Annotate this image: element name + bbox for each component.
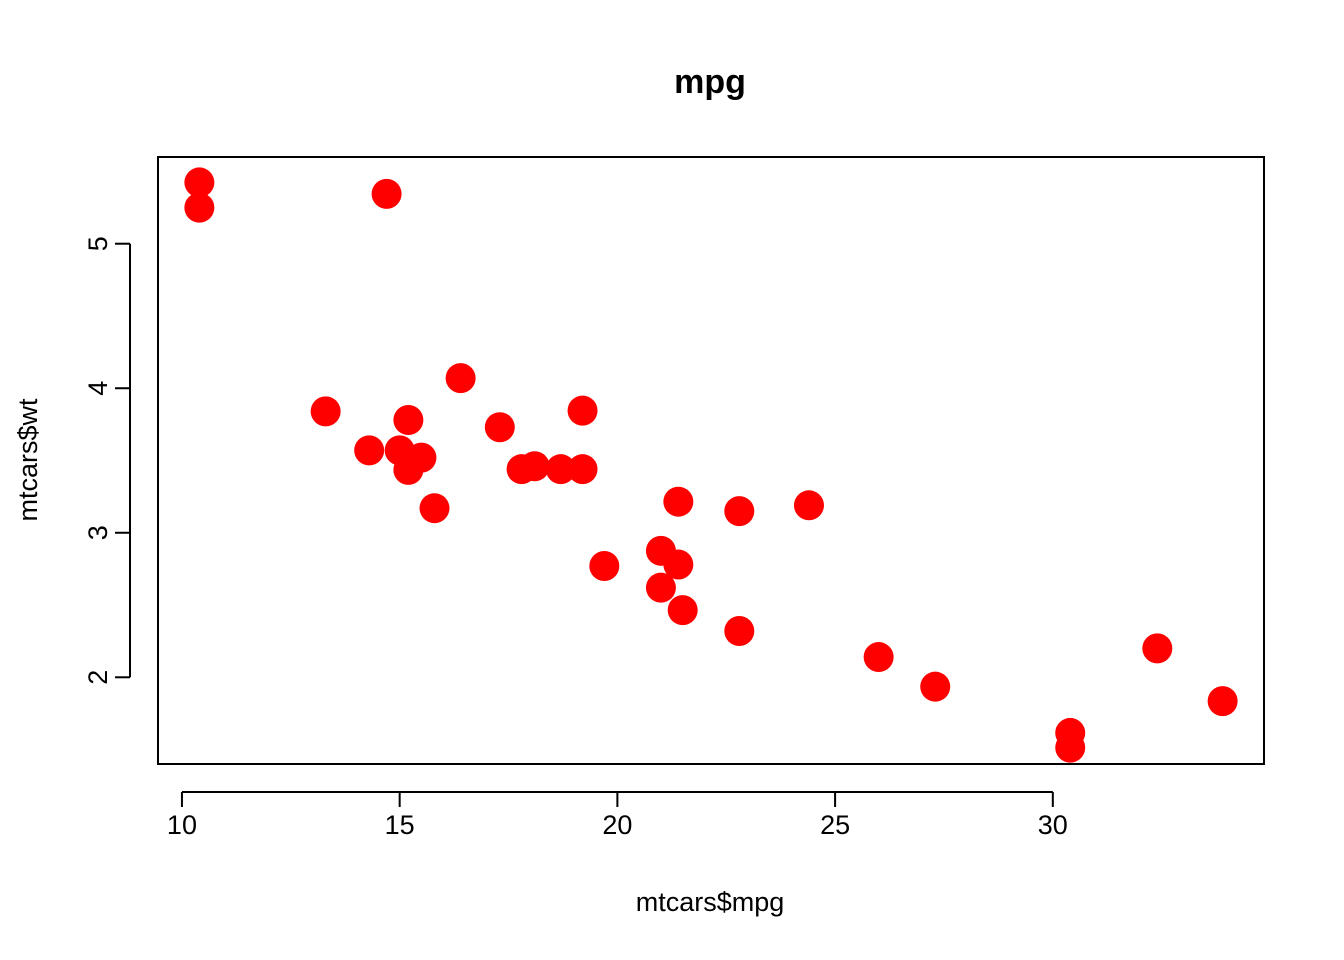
x-axis-label: mtcars$mpg (636, 887, 785, 917)
y-axis: 2 3 4 5 (83, 236, 131, 685)
data-point (663, 486, 694, 517)
data-point (371, 178, 402, 209)
data-point (506, 454, 537, 485)
data-point (354, 435, 385, 466)
data-point (645, 572, 676, 603)
plot-area-border (157, 156, 1265, 765)
data-point (384, 435, 415, 466)
chart-title: mpg (674, 63, 746, 101)
y-tick-label: 2 (83, 670, 113, 685)
data-point (920, 671, 951, 702)
x-tick-label: 30 (1038, 810, 1068, 840)
y-tick-label: 5 (83, 236, 113, 251)
y-tick-label: 3 (83, 525, 113, 540)
data-point (724, 616, 755, 647)
data-point (1142, 633, 1173, 664)
data-point (1207, 686, 1238, 717)
data-point (484, 412, 515, 443)
data-point (863, 642, 894, 673)
data-point (663, 549, 694, 580)
data-point (393, 405, 424, 436)
data-point (724, 496, 755, 527)
x-tick-label: 25 (820, 810, 850, 840)
x-tick-label: 15 (385, 810, 415, 840)
data-point (445, 363, 476, 394)
data-point (184, 192, 215, 223)
y-tick-label: 4 (83, 381, 113, 396)
data-point (419, 493, 450, 524)
data-point (589, 551, 620, 582)
data-point (184, 167, 215, 198)
data-point (567, 454, 598, 485)
data-point (793, 490, 824, 521)
data-point (567, 395, 598, 426)
data-points (184, 167, 1238, 763)
data-point (310, 396, 341, 427)
y-axis-label: mtcars$wt (13, 398, 43, 522)
x-axis: 10 15 20 25 30 (167, 791, 1068, 840)
data-point (667, 595, 698, 626)
x-tick-label: 10 (167, 810, 197, 840)
data-point (1055, 732, 1086, 763)
data-point (545, 454, 576, 485)
x-tick-label: 20 (602, 810, 632, 840)
